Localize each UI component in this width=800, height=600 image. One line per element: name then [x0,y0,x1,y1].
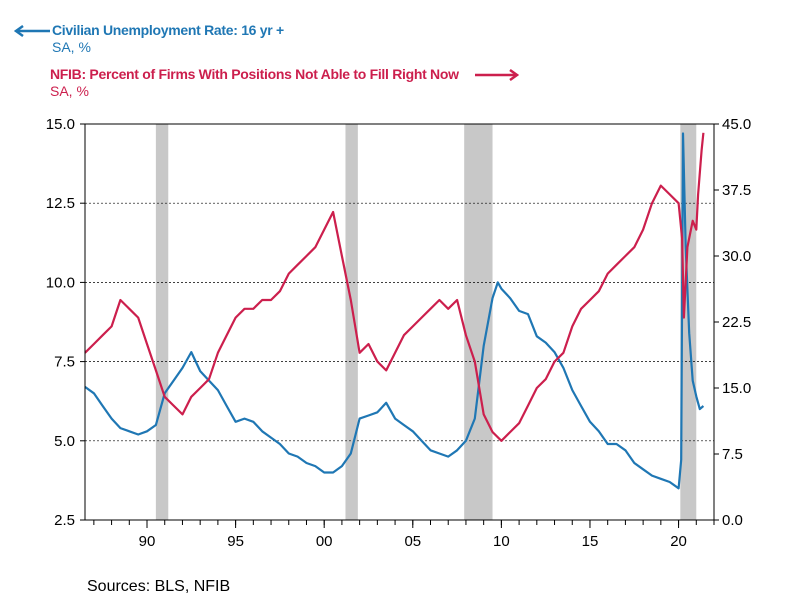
left-tick-label: 12.5 [46,195,75,212]
axes: 2.5 5.0 7.5 10.0 12.5 15.0 0.0 7.5 15.0 22.5 30.0 3… [46,116,751,550]
left-tick-label: 7.5 [54,354,75,371]
legend-nfib-title: NFIB: Percent of Firms With Positions No… [50,66,459,82]
legend-nfib: NFIB: Percent of Firms With Positions No… [50,66,519,100]
right-tick-label: 30.0 [722,248,751,265]
left-tick-label: 5.0 [54,433,75,450]
legend-unemployment-title: Civilian Unemployment Rate: 16 yr + [52,22,284,38]
x-tick-label: 05 [404,533,421,550]
right-tick-label: 45.0 [722,116,751,133]
legend-nfib-unit: SA, % [50,83,89,99]
recession-bar-1 [345,124,358,520]
x-tick-label: 15 [582,533,599,550]
left-tick-label: 15.0 [46,116,75,133]
x-tick-label: 90 [139,533,156,550]
right-tick-label: 22.5 [722,314,751,331]
x-tick-label: 00 [316,533,333,550]
series-lines [84,132,705,490]
right-tick-label: 7.5 [722,446,743,463]
right-tick-label: 15.0 [722,380,751,397]
legend-unemployment: Civilian Unemployment Rate: 16 yr + SA, … [14,22,284,56]
left-tick-label: 2.5 [54,512,75,529]
x-tick-label: 20 [670,533,687,550]
x-tick-label: 95 [227,533,244,550]
left-tick-label: 10.0 [46,274,75,291]
x-tick-label: 10 [493,533,510,550]
unemployment-line [84,132,705,490]
source-note: Sources: BLS, NFIB [87,578,231,595]
right-arrow-icon [474,68,519,81]
gridlines [85,202,714,442]
legend-unemployment-unit: SA, % [52,39,91,55]
recession-shading [155,124,697,520]
recession-bar-0 [155,124,169,520]
right-tick-label: 0.0 [722,512,743,529]
plot-frame [84,123,715,521]
left-arrow-icon [14,24,50,37]
nfib-line [84,132,705,442]
right-tick-label: 37.5 [722,182,751,199]
